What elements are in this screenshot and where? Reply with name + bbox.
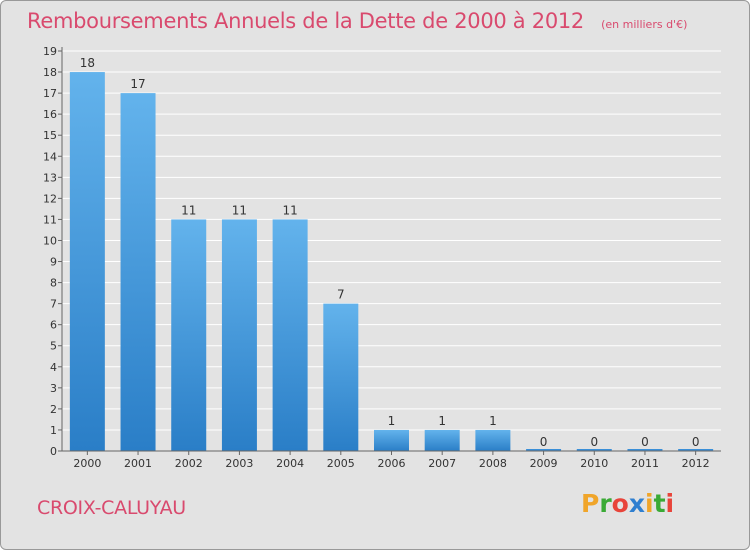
x-tick-label: 2009 [530, 457, 558, 470]
y-tick-label: 16 [43, 108, 57, 121]
y-tick-label: 8 [50, 277, 57, 290]
bar [475, 429, 511, 451]
y-tick-label: 12 [43, 192, 57, 205]
x-tick-label: 2006 [378, 457, 406, 470]
bar [424, 429, 460, 451]
logo-letter: r [599, 489, 612, 518]
y-tick-label: 18 [43, 66, 57, 79]
bar [272, 219, 308, 451]
value-label: 11 [181, 203, 196, 217]
logo-letter: i [665, 489, 675, 518]
y-tick-label: 5 [50, 340, 57, 353]
axes [58, 47, 721, 455]
value-label: 0 [692, 435, 700, 449]
value-label: 11 [282, 203, 297, 217]
bars [69, 72, 714, 452]
y-tick-label: 3 [50, 382, 57, 395]
x-tick-label: 2002 [175, 457, 203, 470]
value-label: 11 [232, 203, 247, 217]
y-tick-label: 14 [43, 150, 57, 163]
x-tick-label: 2008 [479, 457, 507, 470]
value-label: 0 [641, 435, 649, 449]
y-tick-label: 0 [50, 445, 57, 458]
labels: 0123456789101112131415161718191820001720… [43, 45, 710, 470]
x-tick-label: 2000 [73, 457, 101, 470]
y-tick-label: 6 [50, 319, 57, 332]
x-tick-label: 2004 [276, 457, 304, 470]
value-label: 1 [489, 414, 497, 428]
logo-letter: t [653, 489, 666, 518]
y-tick-label: 11 [43, 213, 57, 226]
bar [374, 429, 409, 451]
bar [69, 72, 105, 451]
chart-title: Remboursements Annuels de la Dette de 20… [27, 9, 584, 33]
y-tick-label: 9 [50, 256, 57, 269]
value-label: 7 [337, 288, 345, 302]
value-label: 1 [438, 414, 446, 428]
y-tick-label: 13 [43, 171, 57, 184]
bar [120, 93, 156, 452]
x-tick-label: 2001 [124, 457, 152, 470]
x-tick-label: 2010 [580, 457, 608, 470]
bar [323, 303, 359, 451]
x-tick-label: 2003 [225, 457, 253, 470]
logo-letter: o [611, 489, 629, 518]
bar [171, 219, 207, 451]
y-tick-label: 17 [43, 87, 57, 100]
y-tick-label: 2 [50, 403, 57, 416]
value-label: 0 [540, 435, 548, 449]
x-tick-label: 2011 [631, 457, 659, 470]
y-tick-label: 10 [43, 234, 57, 247]
y-tick-label: 1 [50, 424, 57, 437]
bar [221, 219, 257, 451]
logo-letter: x [628, 489, 645, 518]
y-tick-label: 19 [43, 45, 57, 58]
value-label: 18 [80, 56, 95, 70]
city-name: CROIX-CALUYAU [37, 497, 186, 519]
logo-letter: P [581, 489, 600, 518]
x-tick-label: 2007 [428, 457, 456, 470]
y-tick-label: 15 [43, 129, 57, 142]
value-label: 17 [130, 77, 145, 91]
y-tick-label: 7 [50, 298, 57, 311]
y-tick-label: 4 [50, 361, 57, 374]
value-label: 1 [388, 414, 396, 428]
proxiti-logo: Proxiti [581, 489, 674, 518]
grid-lines [62, 50, 721, 431]
x-tick-label: 2012 [682, 457, 710, 470]
x-tick-label: 2005 [327, 457, 355, 470]
chart-unit-label: (en milliers d'€) [601, 18, 688, 31]
value-label: 0 [590, 435, 598, 449]
title-row: Remboursements Annuels de la Dette de 20… [27, 9, 687, 33]
logo-letter: i [645, 489, 654, 518]
